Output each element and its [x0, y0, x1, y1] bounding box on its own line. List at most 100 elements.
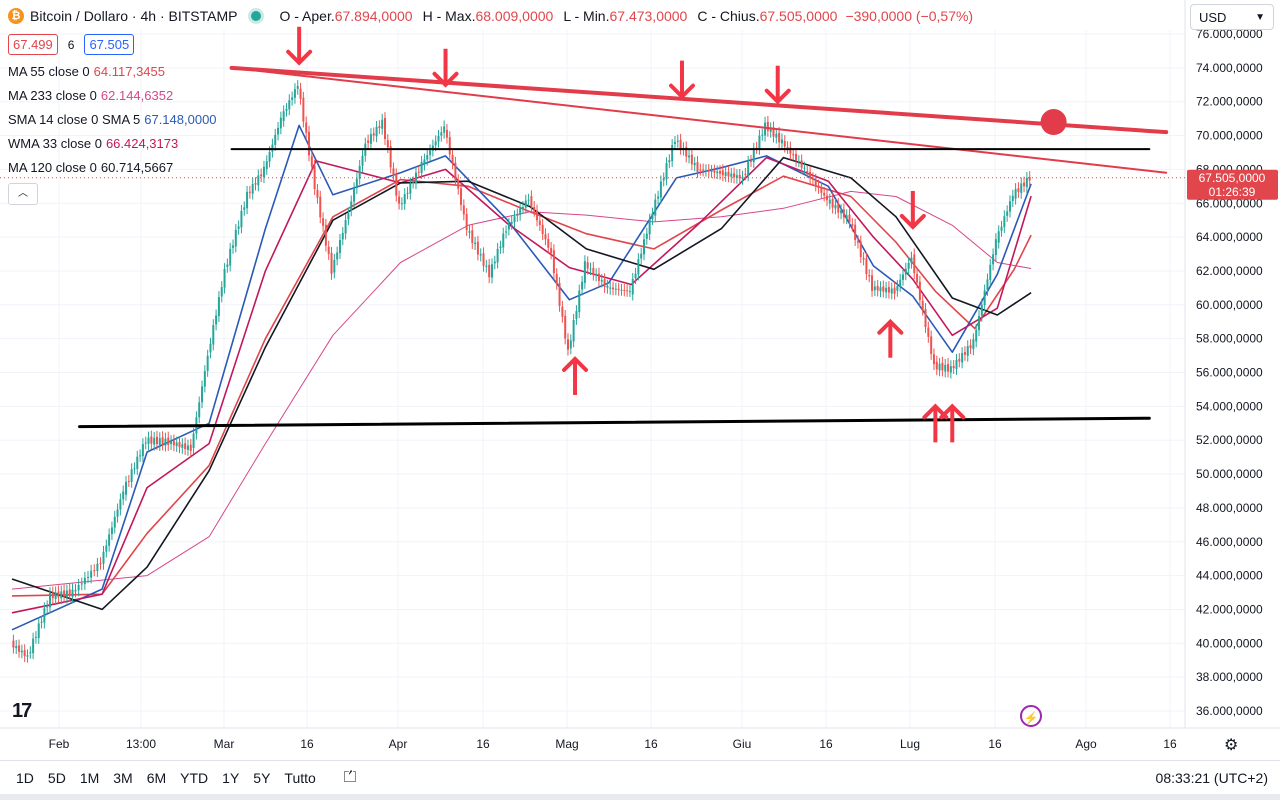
timeframe-button[interactable]: 1M	[79, 770, 100, 786]
candle-body	[443, 126, 446, 133]
currency-select[interactable]: USD ▼	[1190, 4, 1274, 30]
high-value: 68.009,0000	[475, 8, 554, 24]
candle-body	[147, 437, 150, 445]
candle-body	[707, 169, 710, 172]
timeframe-button[interactable]: YTD	[180, 770, 209, 786]
symbol-title[interactable]: Bitcoin / Dollaro · 4h · BITSTAMP	[30, 8, 238, 24]
candle-body	[310, 156, 313, 167]
timeframe-button[interactable]: 1D	[16, 770, 34, 786]
candle-body	[155, 436, 158, 445]
y-tick-label: 36.000,0000	[1196, 704, 1263, 718]
candle-body	[141, 444, 144, 457]
indicator-legend-item[interactable]: MA 55 close 0 64.117,3455	[8, 64, 165, 79]
y-tick-label: 56.000,0000	[1196, 366, 1263, 380]
candle-body	[519, 208, 522, 215]
candle-body	[693, 163, 696, 166]
candle-body	[130, 469, 133, 482]
indicator-legend-item[interactable]: MA 120 close 0 60.714,5667	[8, 160, 173, 175]
indicator-label: MA 120 close 0	[8, 160, 97, 175]
candle-body	[775, 133, 778, 138]
candle-body	[612, 287, 615, 290]
candle-body	[907, 262, 910, 269]
candle-body	[316, 189, 319, 198]
candle-body	[203, 371, 206, 387]
candle-body	[26, 655, 29, 657]
candle-body	[462, 205, 465, 215]
candle-body	[479, 254, 482, 256]
candle-body	[752, 148, 755, 163]
candle-body	[795, 153, 798, 161]
open-value: 67.894,0000	[334, 8, 413, 24]
candle-body	[333, 259, 336, 273]
timeframe-button[interactable]: Tutto	[284, 770, 316, 786]
timeframe-button[interactable]: 1Y	[222, 770, 240, 786]
candle-body	[299, 88, 302, 99]
candle-body	[575, 311, 578, 319]
y-tick-label: 72.000,0000	[1196, 95, 1263, 109]
candle-body	[54, 592, 57, 599]
tv-logo-icon[interactable]: 17	[12, 700, 32, 722]
candle-body	[764, 122, 767, 136]
candle-body	[490, 264, 493, 278]
candle-body	[395, 174, 398, 196]
candle-body	[167, 437, 170, 445]
candle-body	[243, 207, 246, 210]
candle-body	[766, 121, 769, 131]
candle-body	[637, 259, 640, 275]
candle-body	[170, 441, 173, 445]
timeframe-button[interactable]: 6M	[146, 770, 167, 786]
candle-body	[541, 224, 544, 235]
candle-body	[350, 201, 353, 211]
candle-body	[659, 181, 662, 198]
candle-body	[68, 589, 71, 596]
candle-body	[828, 199, 831, 204]
candle-body	[251, 184, 254, 194]
indicator-legend-item[interactable]: MA 233 close 0 62.144,6352	[8, 88, 173, 103]
candle-body	[110, 527, 113, 535]
candle-body	[153, 437, 156, 445]
clock[interactable]: 08:33:21 (UTC+2)	[1155, 770, 1268, 786]
candle-body	[676, 140, 679, 142]
candle-body	[240, 210, 243, 228]
candle-body	[949, 366, 952, 373]
timeframe-button[interactable]: 5D	[47, 770, 66, 786]
candle-body	[113, 516, 116, 528]
candle-body	[1014, 189, 1017, 199]
sell-button[interactable]: 67.499	[8, 34, 58, 55]
candle-body	[1028, 177, 1031, 181]
candle-body	[445, 129, 448, 138]
candle-body	[1000, 226, 1003, 231]
candle-body	[217, 297, 220, 317]
candle-body	[628, 291, 631, 293]
candle-body	[761, 134, 764, 136]
x-tick-label: Lug	[900, 737, 920, 751]
x-tick-label: 16	[1163, 737, 1177, 751]
price-chart[interactable]: 36.000,0000 38.000,0000 40.000,0000 42.000,…	[0, 0, 1280, 760]
candle-body	[285, 108, 288, 111]
candle-body	[181, 444, 184, 448]
candle-body	[440, 132, 443, 136]
candle-body	[856, 241, 859, 243]
candle-body	[465, 214, 468, 231]
candle-body	[961, 353, 964, 363]
indicator-legend-item[interactable]: WMA 33 close 0 66.424,3173	[8, 136, 178, 151]
candle-body	[809, 171, 812, 179]
candle-body	[521, 207, 524, 209]
timeframe-button[interactable]: 3M	[113, 770, 133, 786]
candle-body	[125, 481, 128, 495]
indicator-legend-item[interactable]: SMA 14 close 0 SMA 5 67.148,0000	[8, 112, 217, 127]
candle-body	[780, 139, 783, 144]
candle-body	[229, 248, 232, 266]
buy-button[interactable]: 67.505	[84, 34, 135, 55]
timeframe-button[interactable]: 5Y	[253, 770, 271, 786]
candle-body	[699, 169, 702, 171]
candle-body	[978, 316, 981, 331]
y-tick-label: 58.000,0000	[1196, 332, 1263, 346]
candle-body	[209, 343, 212, 353]
candle-body	[789, 147, 792, 154]
calendar-range-icon[interactable]: ⏍	[343, 769, 356, 786]
gear-icon[interactable]: ⚙	[1224, 737, 1239, 754]
lightning-icon[interactable]: ⚡	[1020, 705, 1042, 727]
open-label: O - Aper.	[279, 8, 335, 24]
collapse-legend-button[interactable]: ︿	[8, 183, 38, 205]
